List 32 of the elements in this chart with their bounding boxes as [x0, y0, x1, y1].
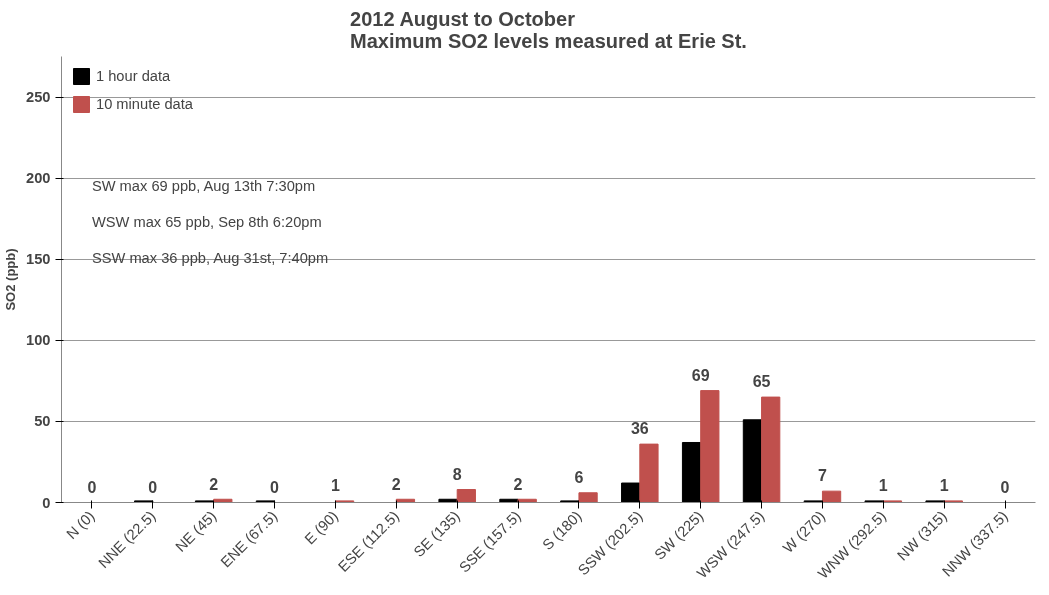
x-tick-label: N (0) [63, 507, 98, 543]
annotation: SW max 69 ppb, Aug 13th 7:30pm [91, 178, 316, 195]
legend-label: 1 hour data [96, 68, 171, 84]
data-label: 7 [817, 467, 827, 485]
data-label: 0 [148, 478, 158, 496]
y-tick-label: 0 [42, 494, 51, 511]
data-label: 6 [574, 469, 584, 487]
data-label: 69 [691, 366, 710, 384]
data-label: 0 [270, 478, 280, 496]
y-axis-title: SO2 (ppb) [3, 248, 19, 311]
data-label: 1 [878, 477, 888, 495]
data-label: 1 [939, 477, 949, 495]
data-label: 0 [1000, 478, 1010, 496]
x-tick-label: NE (45) [172, 507, 220, 555]
legend-label: 10 minute data [96, 96, 193, 112]
data-label: 8 [452, 465, 462, 483]
data-label: 2 [513, 475, 523, 493]
y-tick-label: 250 [26, 89, 51, 106]
data-label: 2 [391, 475, 401, 493]
data-label: 36 [630, 420, 649, 438]
data-label: 2 [209, 475, 219, 493]
annotation: WSW max 65 ppb, Sep 8th 6:20pm [91, 214, 322, 231]
annotation: SSW max 36 ppb, Aug 31st, 7:40pm [91, 249, 329, 266]
data-label: 1 [330, 477, 340, 495]
data-label: 0 [87, 478, 97, 496]
y-tick-label: 100 [26, 332, 51, 349]
y-tick-label: 200 [26, 170, 51, 187]
y-tick-label: 150 [26, 251, 51, 268]
chart-title: 2012 August to October Maximum SO2 levels measured at Erie St. [350, 7, 747, 52]
y-tick-label: 50 [34, 413, 51, 430]
data-label: 65 [752, 373, 771, 391]
x-tick-label: E (90) [301, 507, 342, 548]
